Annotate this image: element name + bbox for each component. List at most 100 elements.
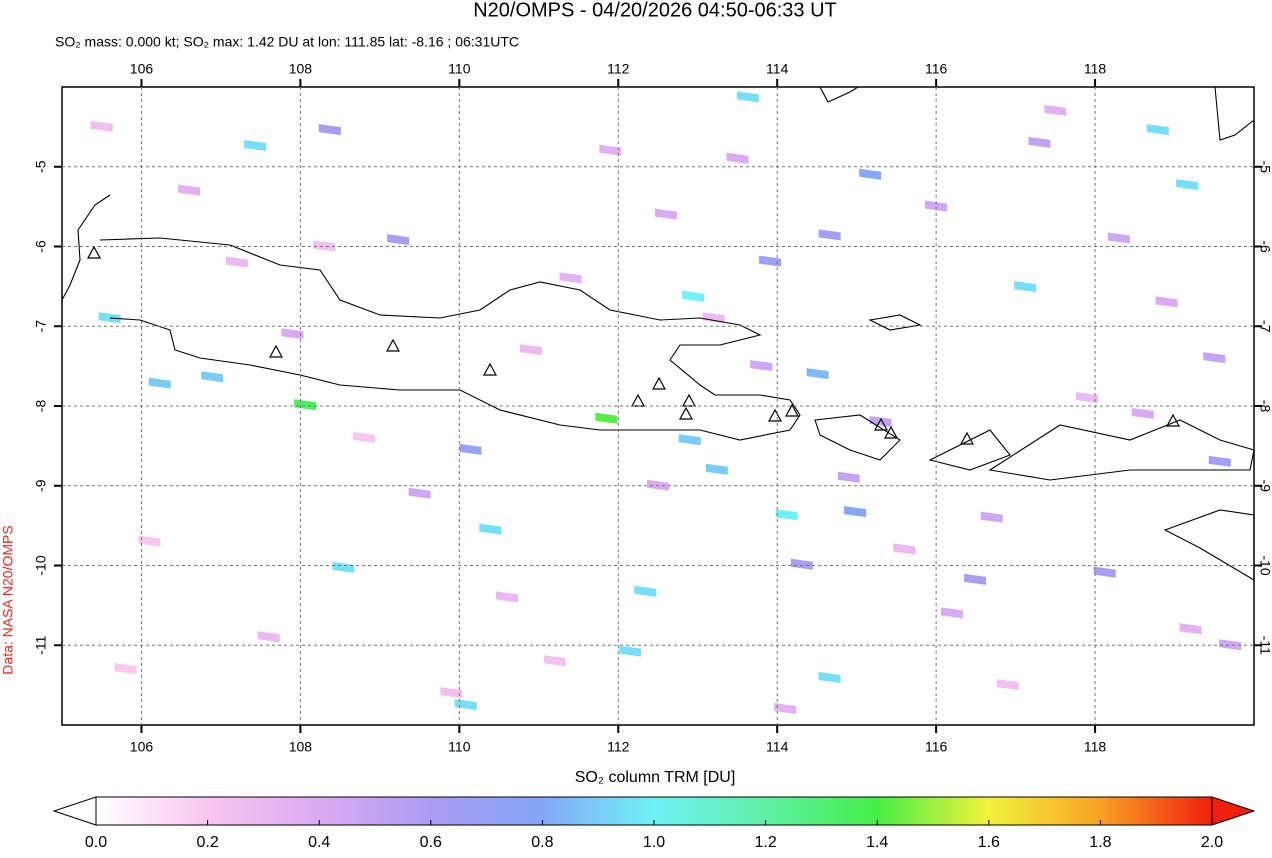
x-tick-label: 114: [766, 61, 789, 77]
coastline-sumbawa: [988, 419, 1255, 481]
so2-pixel: [559, 272, 582, 284]
y-tick-label: -7: [1257, 320, 1272, 333]
so2-pixel: [1219, 639, 1242, 651]
so2-pixel: [1179, 623, 1202, 635]
x-tick-label: 112: [607, 739, 630, 755]
so2-pixel: [681, 290, 704, 302]
x-tick-label: 110: [448, 739, 471, 755]
so2-pixel: [806, 368, 829, 380]
so2-pixel: [750, 360, 773, 372]
x-tick-label: 114: [766, 739, 789, 755]
volcano: [767, 408, 783, 422]
so2-pixel: [244, 140, 267, 152]
volcanoes: [86, 245, 1181, 445]
y-tick-label: -5: [1257, 161, 1272, 174]
so2-pixel: [678, 434, 701, 446]
volcano: [651, 376, 667, 390]
x-tick-label: 112: [607, 61, 630, 77]
colorbar-arrow-low: [52, 796, 97, 826]
so2-pixel: [844, 506, 867, 518]
so2-pixel: [387, 234, 410, 246]
coastline-sulawesi: [1214, 86, 1255, 141]
colorbar-arrow-high: [1211, 796, 1256, 826]
so2-pixel: [1014, 281, 1037, 293]
x-tick-label: 118: [1084, 739, 1107, 755]
volcano: [268, 344, 284, 358]
so2-pixel: [98, 312, 121, 324]
volcano: [482, 362, 498, 376]
so2-pixel: [114, 663, 137, 675]
so2-pixel: [702, 312, 725, 324]
so2-pixel: [1076, 392, 1099, 404]
so2-pixel: [178, 184, 201, 196]
so2-pixel: [595, 412, 618, 424]
so2-pixel: [859, 168, 882, 180]
so2-pixel: [313, 240, 336, 252]
colorbar-tick-label: 1.2: [754, 834, 776, 851]
chart-subtitle: SO₂ mass: 0.000 kt; SO₂ max: 1.42 DU at …: [55, 34, 519, 50]
so2-pixel: [941, 607, 964, 619]
so2-pixel: [1044, 104, 1067, 116]
y-tick-label: -10: [33, 555, 49, 575]
colorbar-tick-label: 1.0: [643, 834, 665, 851]
x-tick-label: 118: [1084, 61, 1107, 77]
so2-pixel: [726, 152, 749, 164]
colorbar-label: SO₂ column TRM [DU]: [575, 769, 736, 786]
so2-pixel: [138, 535, 161, 547]
so2-pixel: [90, 120, 113, 132]
volcano: [86, 245, 102, 259]
so2-pixel: [408, 487, 431, 499]
so2-pixel: [925, 200, 948, 212]
coastline-borneo: [819, 86, 859, 103]
y-tick-label: -6: [33, 240, 49, 253]
so2-pixel: [869, 415, 892, 427]
so2-pixel: [775, 509, 798, 521]
so2-pixel: [519, 344, 542, 356]
so2-pixel: [759, 255, 782, 267]
y-tick-label: -10: [1257, 555, 1272, 575]
coastlines: [61, 86, 1255, 581]
so2-pixel: [454, 699, 477, 711]
so2-pixel: [837, 471, 860, 483]
coastline-sumatra: [61, 194, 111, 301]
volcano: [385, 338, 401, 352]
so2-pixel: [1146, 124, 1169, 136]
coastline-sumba: [1163, 509, 1255, 581]
so2-pixel: [1208, 455, 1231, 467]
volcano: [681, 393, 697, 407]
so2-pixel: [1203, 352, 1226, 364]
so2-pixel: [1131, 407, 1154, 419]
so2-pixel: [496, 591, 519, 603]
x-tick-label: 116: [925, 739, 948, 755]
coastline-java: [99, 237, 801, 441]
so2-pixel: [352, 431, 375, 443]
y-tick-label: -11: [1257, 636, 1272, 655]
so2-pixel: [818, 671, 841, 683]
volcano: [678, 406, 694, 420]
pixel-layer: [90, 91, 1242, 715]
colorbar-tick-label: 0.2: [196, 834, 218, 851]
y-tick-label: -8: [1257, 400, 1272, 413]
so2-pixel: [1107, 232, 1130, 244]
so2-pixel: [1176, 179, 1199, 191]
volcano: [630, 393, 646, 407]
volcano: [873, 417, 889, 431]
so2-pixel: [201, 371, 224, 383]
so2-pixel: [479, 523, 502, 535]
so2-pixel: [281, 328, 304, 340]
so2-pixel: [1093, 566, 1116, 578]
y-tick-label: -8: [33, 400, 49, 413]
y-tick-label: -9: [33, 479, 49, 492]
colorbar-tick-label: 1.6: [978, 834, 1000, 851]
x-tick-label: 116: [925, 61, 948, 77]
so2-pixel: [332, 561, 355, 573]
credit: Data: NASA N20/OMPS: [0, 525, 16, 674]
so2-pixel: [774, 703, 797, 715]
so2-pixel: [996, 679, 1019, 691]
so2-pixel: [148, 377, 171, 389]
x-tick-label: 110: [448, 61, 471, 77]
x-tick-label: 108: [289, 739, 313, 755]
so2-pixel: [736, 91, 759, 103]
volcano: [959, 431, 975, 445]
y-tick-label: -6: [1257, 240, 1272, 253]
